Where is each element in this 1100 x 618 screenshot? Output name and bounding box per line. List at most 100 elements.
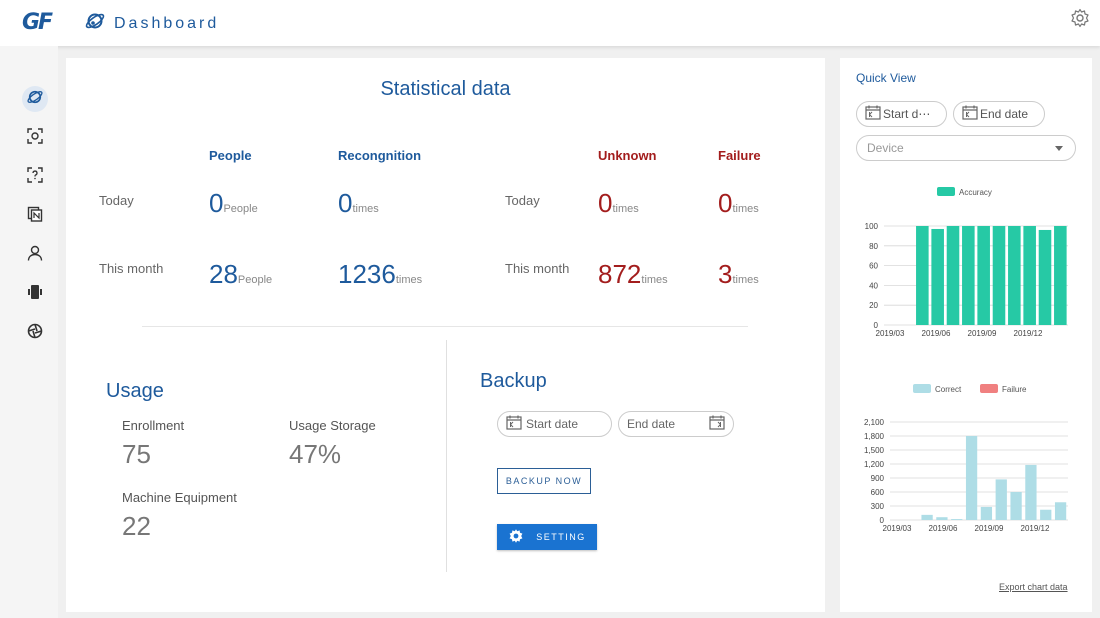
month-label-right: This month <box>505 261 570 276</box>
bar <box>980 506 993 520</box>
calendar-icon <box>865 105 881 123</box>
y-tick-label: 0 <box>880 516 885 525</box>
correct-failure-chart: Correct Failure 0 300 600 900 1,200 1,500 1,800 2… <box>864 384 1068 533</box>
y-tick-label: 20 <box>869 301 878 310</box>
nav-dashboard[interactable] <box>22 86 48 112</box>
y-tick-label: 1,200 <box>864 460 885 469</box>
x-tick-label: 2019/09 <box>975 524 1004 533</box>
calendar-icon <box>962 105 978 123</box>
legend-swatch <box>913 384 931 393</box>
stat-value: 28 <box>209 259 238 289</box>
people-header: People <box>209 148 252 163</box>
x-tick-label: 2019/03 <box>876 329 905 338</box>
face-scan-icon <box>27 127 43 149</box>
stat-value: 0 <box>338 188 353 218</box>
nav-records[interactable] <box>22 203 48 229</box>
caret-down-icon <box>1055 146 1063 151</box>
bar <box>916 226 929 325</box>
backup-title: Backup <box>480 370 547 392</box>
usage-title: Usage <box>106 380 164 402</box>
statistics-title: Statistical data <box>380 78 511 100</box>
stat-unit: People <box>223 203 258 215</box>
app-title: Dashboard <box>84 10 219 37</box>
backup-now-button[interactable]: BACKUP NOW <box>497 468 591 494</box>
orbit-icon <box>26 88 44 111</box>
user-icon <box>27 245 43 266</box>
page-title: Dashboard <box>114 14 220 32</box>
unknown-header: Unknown <box>598 148 657 163</box>
nav-camera[interactable] <box>22 320 48 346</box>
bar <box>1054 226 1067 325</box>
start-date-text: Start d⋯ <box>883 107 931 121</box>
y-tick-label: 2,100 <box>864 418 885 427</box>
stat-value: 1236 <box>338 259 396 289</box>
end-date-text: End date <box>627 417 676 431</box>
quick-view-title: Quick View <box>856 71 916 85</box>
stat-unit: times <box>732 203 759 215</box>
backup-end-date[interactable]: End date <box>618 411 734 437</box>
machine-value: 22 <box>122 511 151 541</box>
today-recognition-stat: 0times <box>338 188 379 219</box>
bar <box>1038 229 1052 325</box>
section-divider <box>142 326 748 327</box>
aperture-icon <box>27 323 43 344</box>
stat-unit: times <box>395 274 423 286</box>
y-tick-label: 60 <box>869 262 878 271</box>
nav-face-scan[interactable] <box>22 125 48 151</box>
today-label-right: Today <box>505 193 540 208</box>
quick-end-date[interactable]: End date <box>953 101 1045 127</box>
bar <box>1010 492 1022 520</box>
month-people-stat: 28People <box>209 259 272 290</box>
stat-unit: times <box>641 274 668 286</box>
bar <box>1040 509 1052 520</box>
bar <box>931 228 944 325</box>
y-tick-label: 900 <box>871 474 885 483</box>
machine-label: Machine Equipment <box>122 490 237 505</box>
settings-gear-icon[interactable] <box>1070 8 1090 33</box>
nav-unknown[interactable] <box>22 164 48 190</box>
stat-value: 0 <box>209 188 224 218</box>
stat-unit: People <box>237 274 273 286</box>
today-label: Today <box>99 193 134 208</box>
top-bar: GF Dashboard <box>0 0 1100 46</box>
failure-header: Failure <box>718 148 761 163</box>
y-tick-label: 300 <box>871 502 885 511</box>
y-tick-label: 0 <box>874 321 879 330</box>
start-date-text: Start date <box>526 417 579 431</box>
backup-start-date[interactable]: Start date <box>497 411 612 437</box>
calendar-icon <box>709 415 725 433</box>
recognition-header: Recongnition <box>338 148 422 163</box>
setting-button[interactable]: SETTING <box>497 524 597 550</box>
x-tick-label: 2019/09 <box>968 329 997 338</box>
quick-start-date[interactable]: Start d⋯ <box>856 101 947 127</box>
setting-label: SETTING <box>536 532 586 542</box>
device-select[interactable]: Device <box>856 135 1076 161</box>
x-tick-label: 2019/06 <box>922 329 951 338</box>
storage-label: Usage Storage <box>289 418 376 433</box>
month-label: This month <box>99 261 164 276</box>
bar <box>1025 464 1037 520</box>
stat-value: 3 <box>718 259 733 289</box>
stat-unit: times <box>612 203 639 215</box>
quick-view-card: Quick View Start d⋯ End date Device Accu… <box>840 58 1092 612</box>
y-tick-label: 1,800 <box>864 432 885 441</box>
gf-logo[interactable]: GF <box>22 10 53 35</box>
x-tick-label: 2019/03 <box>883 524 912 533</box>
bar <box>946 226 960 325</box>
y-tick-label: 1,500 <box>864 446 885 455</box>
month-failure-stat: 3times <box>718 259 759 290</box>
nav-users[interactable] <box>22 242 48 268</box>
sidebar <box>0 46 58 618</box>
nav-devices[interactable] <box>22 281 48 307</box>
bar <box>977 226 990 325</box>
bar <box>921 514 933 520</box>
export-chart-data-link[interactable]: Export chart data <box>999 582 1068 592</box>
device-placeholder: Device <box>867 141 904 155</box>
month-recognition-stat: 1236times <box>338 259 422 290</box>
enrollment-value: 75 <box>122 439 151 469</box>
bar <box>951 519 963 520</box>
bar <box>1008 226 1021 325</box>
statistics-card: Statistical data People Recongnition Unk… <box>66 58 825 612</box>
bar <box>962 226 975 325</box>
records-icon <box>27 206 43 227</box>
